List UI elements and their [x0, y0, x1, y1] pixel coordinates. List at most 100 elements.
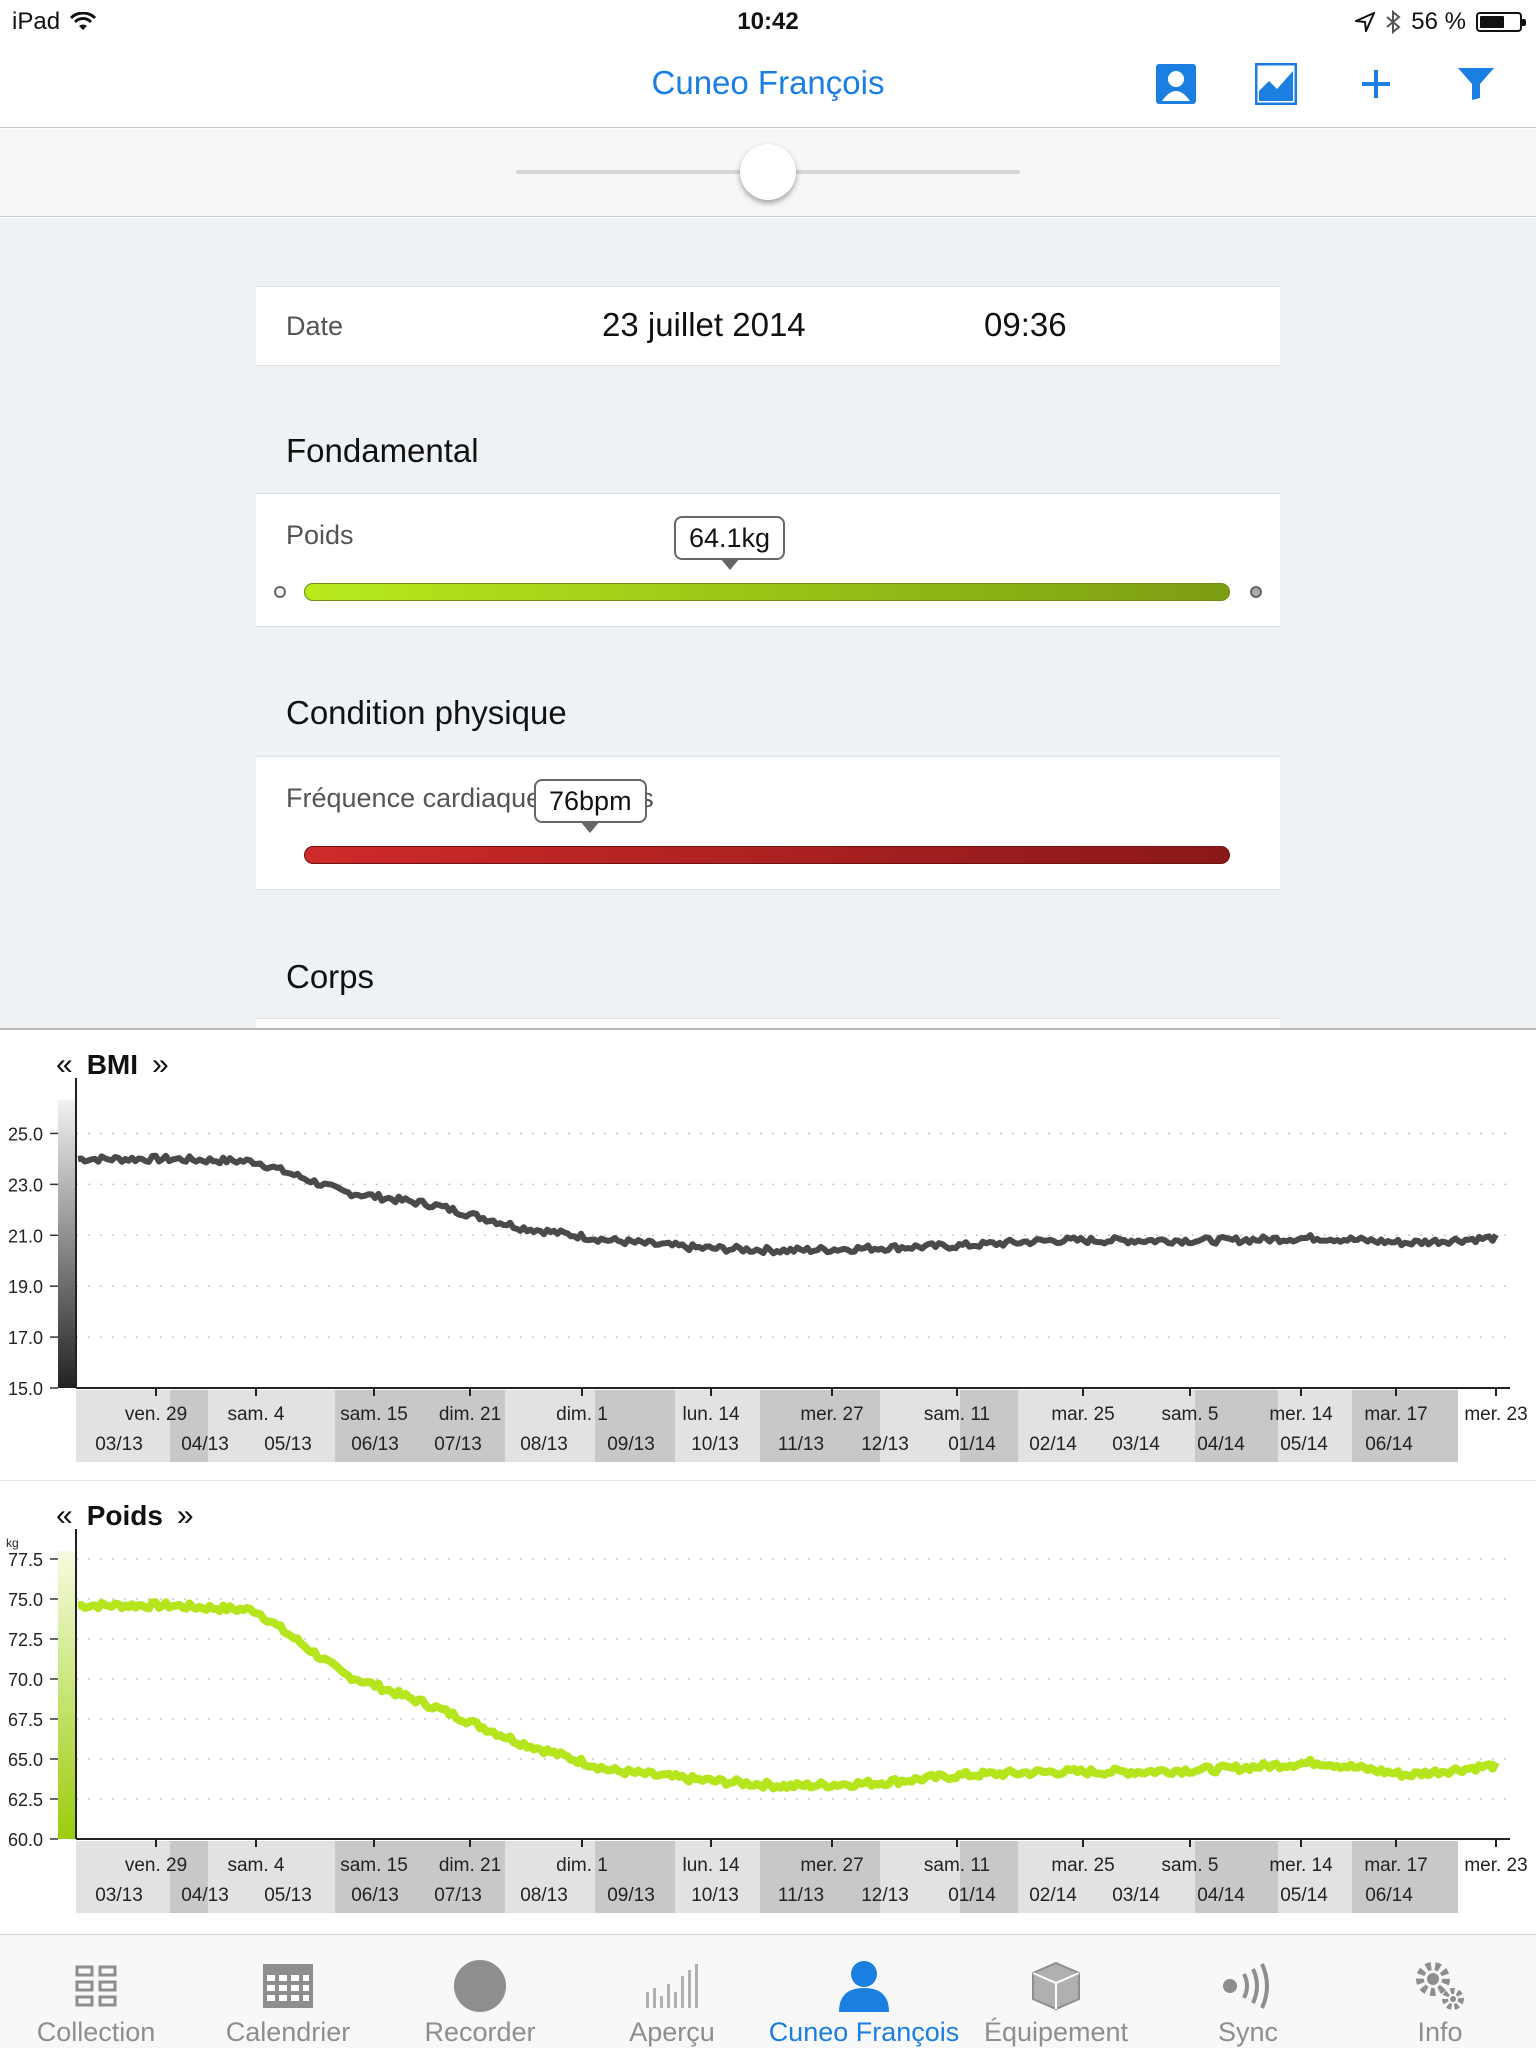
section-fondamental: Fondamental [286, 432, 479, 469]
record-icon [454, 1960, 506, 2012]
tab-apercu[interactable]: Aperçu [576, 1935, 768, 2048]
page-title: Cuneo François [651, 64, 885, 101]
x-month-label: 07/13 [434, 1434, 482, 1455]
plus-icon[interactable] [1352, 60, 1400, 108]
x-day-label: sam. 4 [227, 1404, 284, 1425]
x-month-label: 03/13 [95, 1885, 143, 1906]
x-label-band-stripe [1195, 1841, 1278, 1913]
x-day-label: sam. 15 [340, 1855, 408, 1876]
x-month-label: 08/13 [520, 1885, 568, 1906]
poids-chart-panel: « Poids » 77.5 75.0 72.5 70.0 67.5 65.0 62.5 60… [0, 1480, 1536, 1932]
gears-icon [1416, 1962, 1464, 2010]
poids-prev-arrow-icon[interactable]: « [56, 1499, 73, 1532]
x-month-label: 05/14 [1280, 1885, 1328, 1906]
x-month-label: 05/14 [1280, 1434, 1328, 1455]
frequence-slider-bar[interactable] [304, 846, 1230, 864]
x-day-label: mer. 14 [1269, 1404, 1333, 1425]
x-day-label: sam. 15 [340, 1404, 408, 1425]
date-row[interactable]: Date 23 juillet 2014 09:36 [256, 286, 1280, 366]
x-label-band-stripe [170, 1390, 208, 1462]
date-value[interactable]: 23 juillet 2014 [602, 306, 806, 343]
poids-slider-bar[interactable] [304, 583, 1230, 601]
x-label-band-stripe [960, 1390, 1018, 1462]
person-card-icon[interactable] [1152, 60, 1200, 108]
x-month-label: 06/14 [1365, 1885, 1413, 1906]
y-scale-strip [58, 1551, 76, 1839]
y-tick-label: 70.0 [8, 1670, 43, 1690]
x-day-label: mar. 17 [1364, 1855, 1427, 1876]
bmi-chart[interactable]: 25.0 23.0 21.0 19.0 17.0 15.0 ven. 29 sam. 4 sam… [0, 1030, 1536, 1482]
tab-sync[interactable]: Sync [1152, 1935, 1344, 2048]
x-month-label: 06/13 [351, 1434, 399, 1455]
x-month-label: 06/13 [351, 1885, 399, 1906]
x-label-band-stripe [170, 1841, 208, 1913]
frequence-value-bubble[interactable]: 76bpm [534, 779, 647, 833]
tab-collection[interactable]: Collection [0, 1935, 192, 2048]
tab-recorder[interactable]: Recorder [384, 1935, 576, 2048]
bmi-chart-panel: « BMI » 25.0 23.0 21.0 19.0 17.0 15.0 ven. 29 s… [0, 1028, 1536, 1480]
x-day-label: sam. 5 [1161, 1404, 1218, 1425]
x-label-band-stripe [595, 1390, 675, 1462]
x-month-label: 10/13 [691, 1434, 739, 1455]
poids-chart[interactable]: 77.5 75.0 72.5 70.0 67.5 65.0 62.5 60.0 kg ven. 2… [0, 1481, 1536, 1933]
bmi-chart-title: BMI [86, 1049, 139, 1080]
x-day-label: sam. 5 [1161, 1855, 1218, 1876]
x-day-label: mer. 23 [1464, 1404, 1527, 1425]
y-tick-label: 77.5 [8, 1550, 43, 1570]
y-tick-label: 19.0 [8, 1277, 43, 1297]
status-bar: iPad 10:42 56 % [0, 0, 1536, 40]
y-unit-label: kg [6, 1536, 19, 1550]
clock: 10:42 [737, 8, 799, 35]
y-tick-label: 60.0 [8, 1830, 43, 1850]
section-corps: Corps [286, 958, 375, 995]
y-scale-strip [58, 1100, 76, 1388]
tab-label: Recorder [424, 2017, 536, 2047]
x-day-label: mer. 27 [800, 1404, 863, 1425]
y-tick-label: 75.0 [8, 1590, 43, 1610]
x-day-label: mer. 23 [1464, 1855, 1527, 1876]
timeline-slider-knob[interactable] [740, 144, 796, 200]
x-day-label: lun. 14 [682, 1404, 739, 1425]
y-tick-label: 72.5 [8, 1630, 43, 1650]
x-month-label: 03/14 [1112, 1434, 1160, 1455]
bmi-next-arrow-icon[interactable]: » [152, 1048, 169, 1081]
x-day-label: lun. 14 [682, 1855, 739, 1876]
tab-label: Aperçu [629, 2017, 715, 2047]
x-label-band-stripe [1195, 1390, 1278, 1462]
time-value[interactable]: 09:36 [984, 306, 1067, 343]
x-day-label: ven. 29 [125, 1404, 187, 1425]
calendar-icon [263, 1964, 313, 2008]
sync-waves-icon [1223, 1963, 1269, 2009]
x-label-band-stripe [1352, 1841, 1458, 1913]
poids-next-arrow-icon[interactable]: » [176, 1499, 194, 1532]
filter-icon[interactable] [1452, 60, 1500, 108]
poids-value-bubble[interactable]: 64.1kg [674, 516, 786, 570]
x-month-label: 07/13 [434, 1885, 482, 1906]
x-day-label: sam. 4 [227, 1855, 284, 1876]
poids-chart-title: Poids [86, 1500, 163, 1531]
x-label-band-stripe [595, 1841, 675, 1913]
poids-row: Poids 64.1kg [256, 493, 1280, 627]
signal-bars-icon [646, 1964, 698, 2008]
timeline-slider-bar [0, 129, 1536, 217]
x-day-label: mer. 27 [800, 1855, 863, 1876]
x-month-label: 05/13 [264, 1434, 312, 1455]
measurement-form: Date 23 juillet 2014 09:36 Fondamental P… [0, 218, 1536, 1028]
tab-calendrier[interactable]: Calendrier [192, 1935, 384, 2048]
bmi-prev-arrow-icon[interactable]: « [56, 1048, 73, 1081]
data-line [77, 1598, 1500, 1793]
tab-info[interactable]: Info [1344, 1935, 1536, 2048]
bluetooth-icon [1386, 10, 1401, 34]
x-month-label: 03/13 [95, 1434, 143, 1455]
tab-cuneo-francois[interactable]: Cuneo François [768, 1935, 960, 2048]
x-day-label: mer. 14 [1269, 1855, 1333, 1876]
tab-label: Cuneo François [768, 2017, 960, 2047]
x-month-label: 04/14 [1197, 1885, 1245, 1906]
tab-bar: Collection Calendrier Recorder Aperçu Cu… [0, 1934, 1536, 2048]
x-month-label: 09/13 [607, 1434, 655, 1455]
x-month-label: 04/14 [1197, 1434, 1245, 1455]
chart-icon[interactable] [1252, 60, 1300, 108]
x-label-band-stripe [760, 1841, 880, 1913]
y-tick-label: 67.5 [8, 1710, 43, 1730]
tab-equipement[interactable]: Équipement [960, 1935, 1152, 2048]
